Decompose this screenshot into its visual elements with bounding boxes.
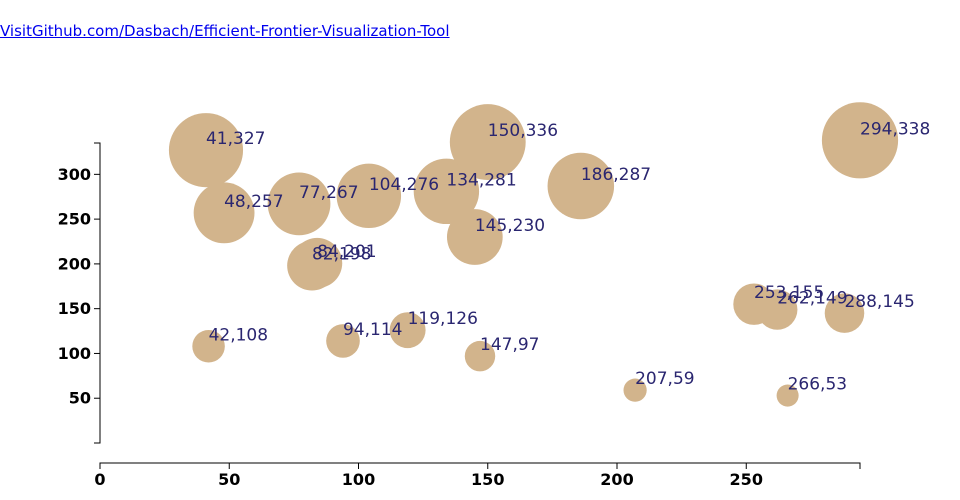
y-tick-label: 250 xyxy=(58,210,91,229)
bubble-label: 104,276 xyxy=(369,175,439,195)
bubble-point[interactable] xyxy=(267,172,331,236)
x-axis: 0 50 100 150 200 250 xyxy=(94,462,861,489)
bubble-point[interactable] xyxy=(464,340,496,372)
x-tick-label: 200 xyxy=(600,470,633,489)
y-tick-label: 50 xyxy=(69,389,91,408)
bubble-point[interactable] xyxy=(336,163,402,229)
bubble-label: 42,108 xyxy=(209,325,268,345)
bubble-label: 207,59 xyxy=(635,369,694,389)
bubble-label: 186,287 xyxy=(581,165,651,185)
bubble-label: 94,114 xyxy=(343,320,402,340)
bubble-label: 145,230 xyxy=(475,216,545,236)
github-link[interactable]: VisitGithub.com/Dasbach/Efficient-Fronti… xyxy=(0,22,450,40)
bubble-label: 134,281 xyxy=(446,170,516,190)
bubble-label: 294,338 xyxy=(860,119,930,139)
y-tick-label: 300 xyxy=(58,165,91,184)
y-tick-label: 100 xyxy=(58,344,91,363)
bubble-point[interactable] xyxy=(389,312,426,349)
bubble-point[interactable] xyxy=(824,293,865,333)
bubble-label: 77,267 xyxy=(299,183,358,203)
bubble-label: 147,97 xyxy=(480,335,539,355)
bubble-label: 48,257 xyxy=(224,192,283,212)
x-tick-label: 150 xyxy=(471,470,504,489)
x-tick-label: 100 xyxy=(342,470,375,489)
bubble-point[interactable] xyxy=(547,152,615,220)
bubble-point[interactable] xyxy=(449,104,526,181)
x-tick-label: 0 xyxy=(94,470,105,489)
bubble-label: 266,53 xyxy=(788,375,847,395)
y-tick-label: 200 xyxy=(58,254,91,273)
x-tick-label: 50 xyxy=(218,470,240,489)
bubble-label: 288,145 xyxy=(844,292,914,312)
bubble-point[interactable] xyxy=(446,209,503,265)
bubble-point[interactable] xyxy=(192,330,225,363)
bubble-label: 82,198 xyxy=(312,245,371,265)
bubble-label: 253,155 xyxy=(754,283,824,303)
data-labels: 41,327 48,257 77,267 104,276 134,281 150,336 1… xyxy=(206,119,930,394)
bubble-point[interactable] xyxy=(287,240,337,291)
bubble-point[interactable] xyxy=(193,182,255,244)
bubble-label: 119,126 xyxy=(408,309,478,329)
bubble-label: 41,327 xyxy=(206,129,265,149)
bubbles xyxy=(168,102,899,407)
bubble-label: 150,336 xyxy=(488,121,558,141)
bubble-point[interactable] xyxy=(821,102,899,179)
bubble-point[interactable] xyxy=(776,384,799,407)
x-tick-label: 250 xyxy=(730,470,763,489)
bubble-point[interactable] xyxy=(326,324,360,358)
bubble-point[interactable] xyxy=(623,378,647,402)
bubble-label: 84,201 xyxy=(317,242,376,262)
y-axis: 50 100 150 200 250 300 xyxy=(58,142,101,444)
bubble-point[interactable] xyxy=(413,158,480,225)
y-tick-label: 150 xyxy=(58,299,91,318)
bubble-label: 262,149 xyxy=(777,289,847,309)
bubble-point[interactable] xyxy=(757,289,798,330)
bubble-point[interactable] xyxy=(168,113,244,188)
y-axis-line xyxy=(94,142,101,444)
